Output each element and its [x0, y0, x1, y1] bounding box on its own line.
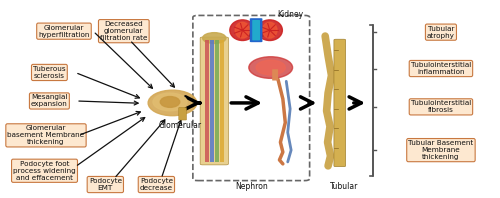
Bar [220, 40, 224, 162]
Ellipse shape [256, 60, 286, 75]
Text: Glomerular
hyperfiltration: Glomerular hyperfiltration [38, 25, 90, 38]
FancyBboxPatch shape [179, 108, 186, 120]
Ellipse shape [230, 20, 255, 41]
Text: Kidney: Kidney [277, 10, 303, 19]
Bar [205, 40, 209, 162]
Text: Glomerular: Glomerular [158, 121, 202, 130]
Ellipse shape [202, 33, 226, 43]
Ellipse shape [153, 93, 187, 111]
FancyBboxPatch shape [193, 15, 310, 181]
Text: Glomerular
basement Membrane
thickening: Glomerular basement Membrane thickening [8, 125, 85, 145]
Text: Podocyte
decrease: Podocyte decrease [140, 178, 173, 191]
Text: Tubular Basement
Membrane
thickening: Tubular Basement Membrane thickening [408, 140, 474, 160]
FancyBboxPatch shape [250, 18, 262, 42]
Text: Decreased
glomerular
filtration rate: Decreased glomerular filtration rate [100, 21, 148, 41]
Text: Tubular: Tubular [330, 182, 358, 191]
Text: Podocyte
EMT: Podocyte EMT [89, 178, 122, 191]
Ellipse shape [148, 90, 197, 116]
Text: Nephron: Nephron [235, 182, 268, 191]
Text: Tuberous
sclerosis: Tuberous sclerosis [33, 66, 66, 79]
Ellipse shape [249, 57, 292, 78]
FancyBboxPatch shape [272, 69, 278, 81]
Text: Tubular
atrophy: Tubular atrophy [427, 26, 455, 39]
Bar [210, 40, 214, 162]
Ellipse shape [160, 97, 180, 107]
FancyBboxPatch shape [334, 39, 345, 167]
Text: Mesangial
expansion: Mesangial expansion [31, 94, 68, 108]
FancyBboxPatch shape [252, 20, 260, 40]
Text: Tubulointerstitial
inflammation: Tubulointerstitial inflammation [411, 62, 471, 75]
Ellipse shape [235, 22, 250, 38]
Ellipse shape [262, 22, 277, 38]
Ellipse shape [257, 20, 282, 41]
Text: Tubulointerstitial
fibrosis: Tubulointerstitial fibrosis [411, 100, 471, 113]
FancyBboxPatch shape [200, 37, 228, 165]
Text: Podocyte foot
process widening
and effacement: Podocyte foot process widening and effac… [13, 161, 76, 181]
Bar [215, 40, 218, 162]
